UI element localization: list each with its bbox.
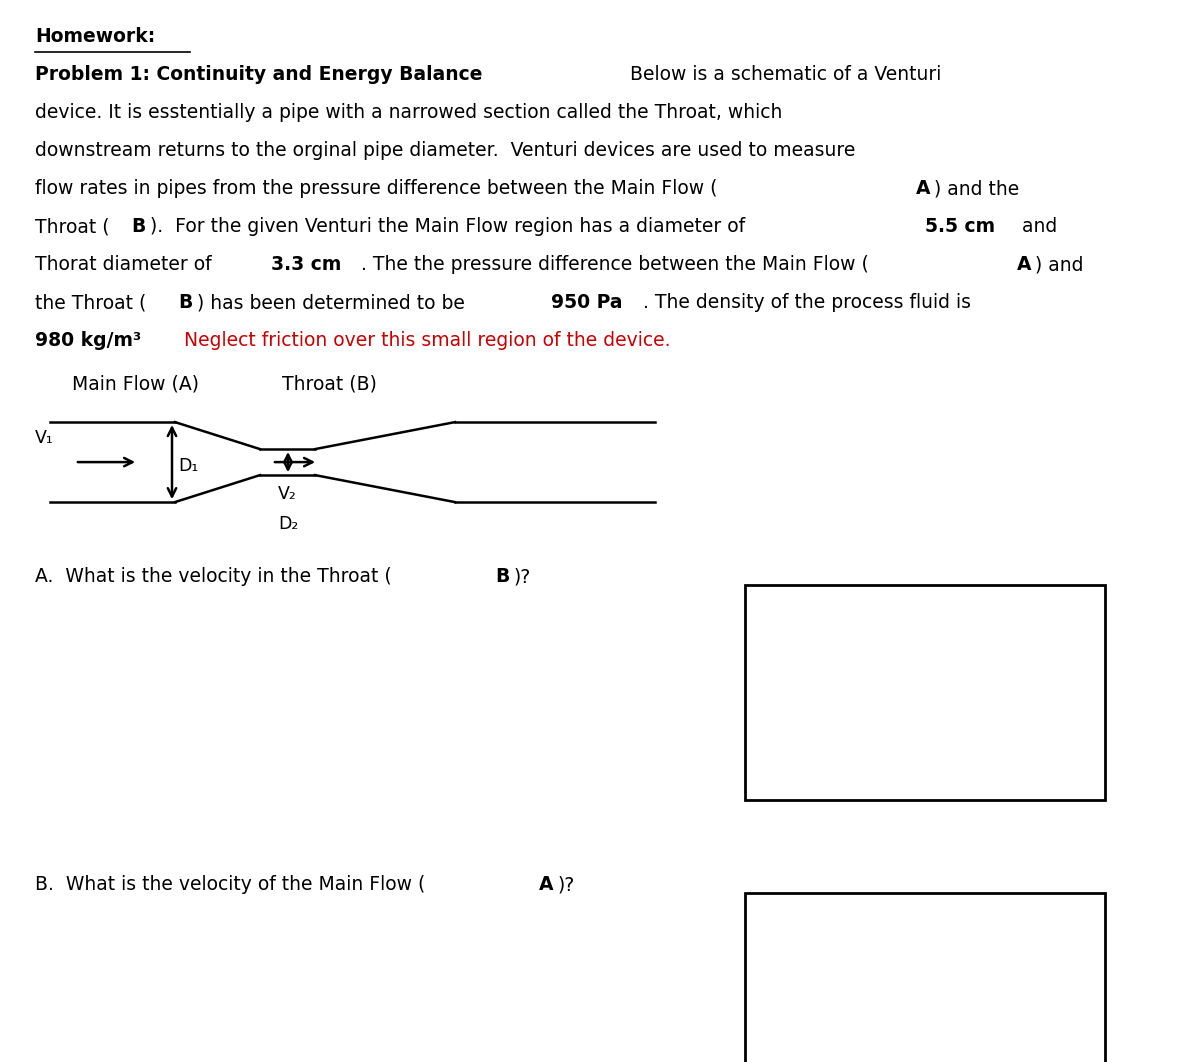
Text: B: B xyxy=(496,567,510,586)
Text: 980 kg/m³: 980 kg/m³ xyxy=(35,331,142,350)
Text: ) has been determined to be: ) has been determined to be xyxy=(197,293,472,312)
Text: A.  What is the velocity in the Throat (: A. What is the velocity in the Throat ( xyxy=(35,567,391,586)
Text: Neglect friction over this small region of the device.: Neglect friction over this small region … xyxy=(172,331,671,350)
Text: V₂: V₂ xyxy=(278,485,296,503)
Text: and: and xyxy=(1016,217,1057,236)
Text: Thorat diameter of: Thorat diameter of xyxy=(35,255,217,274)
Text: ).  For the given Venturi the Main Flow region has a diameter of: ). For the given Venturi the Main Flow r… xyxy=(150,217,751,236)
Text: . The the pressure difference between the Main Flow (: . The the pressure difference between th… xyxy=(361,255,869,274)
Text: Throat (B): Throat (B) xyxy=(282,375,377,394)
Text: )?: )? xyxy=(514,567,532,586)
Text: A: A xyxy=(1016,255,1031,274)
Text: 3.3 cm: 3.3 cm xyxy=(271,255,341,274)
Text: . The density of the process fluid is: . The density of the process fluid is xyxy=(643,293,971,312)
Text: B: B xyxy=(131,217,145,236)
Text: device. It is esstentially a pipe with a narrowed section called the Throat, whi: device. It is esstentially a pipe with a… xyxy=(35,103,782,122)
Text: V₁: V₁ xyxy=(35,429,54,447)
Text: )?: )? xyxy=(558,875,575,894)
Text: Homework:: Homework: xyxy=(35,27,155,46)
Text: Throat (: Throat ( xyxy=(35,217,109,236)
Text: flow rates in pipes from the pressure difference between the Main Flow (: flow rates in pipes from the pressure di… xyxy=(35,179,718,198)
Text: B: B xyxy=(179,293,193,312)
Text: ) and the: ) and the xyxy=(935,179,1020,198)
Text: 950 Pa: 950 Pa xyxy=(551,293,622,312)
Text: Main Flow (A): Main Flow (A) xyxy=(72,375,199,394)
Text: the Throat (: the Throat ( xyxy=(35,293,146,312)
Bar xyxy=(745,893,1105,1062)
Bar xyxy=(745,585,1105,800)
Text: 5.5 cm: 5.5 cm xyxy=(925,217,996,236)
Text: D₂: D₂ xyxy=(278,515,299,533)
Text: downstream returns to the orginal pipe diameter.  Venturi devices are used to me: downstream returns to the orginal pipe d… xyxy=(35,141,856,160)
Text: A: A xyxy=(539,875,553,894)
Text: Below is a schematic of a Venturi: Below is a schematic of a Venturi xyxy=(630,65,941,84)
Text: A: A xyxy=(916,179,930,198)
Text: ) and: ) and xyxy=(1036,255,1084,274)
Text: B.  What is the velocity of the Main Flow (: B. What is the velocity of the Main Flow… xyxy=(35,875,425,894)
Text: Problem 1: Continuity and Energy Balance: Problem 1: Continuity and Energy Balance xyxy=(35,65,482,84)
Text: D₁: D₁ xyxy=(178,457,198,475)
